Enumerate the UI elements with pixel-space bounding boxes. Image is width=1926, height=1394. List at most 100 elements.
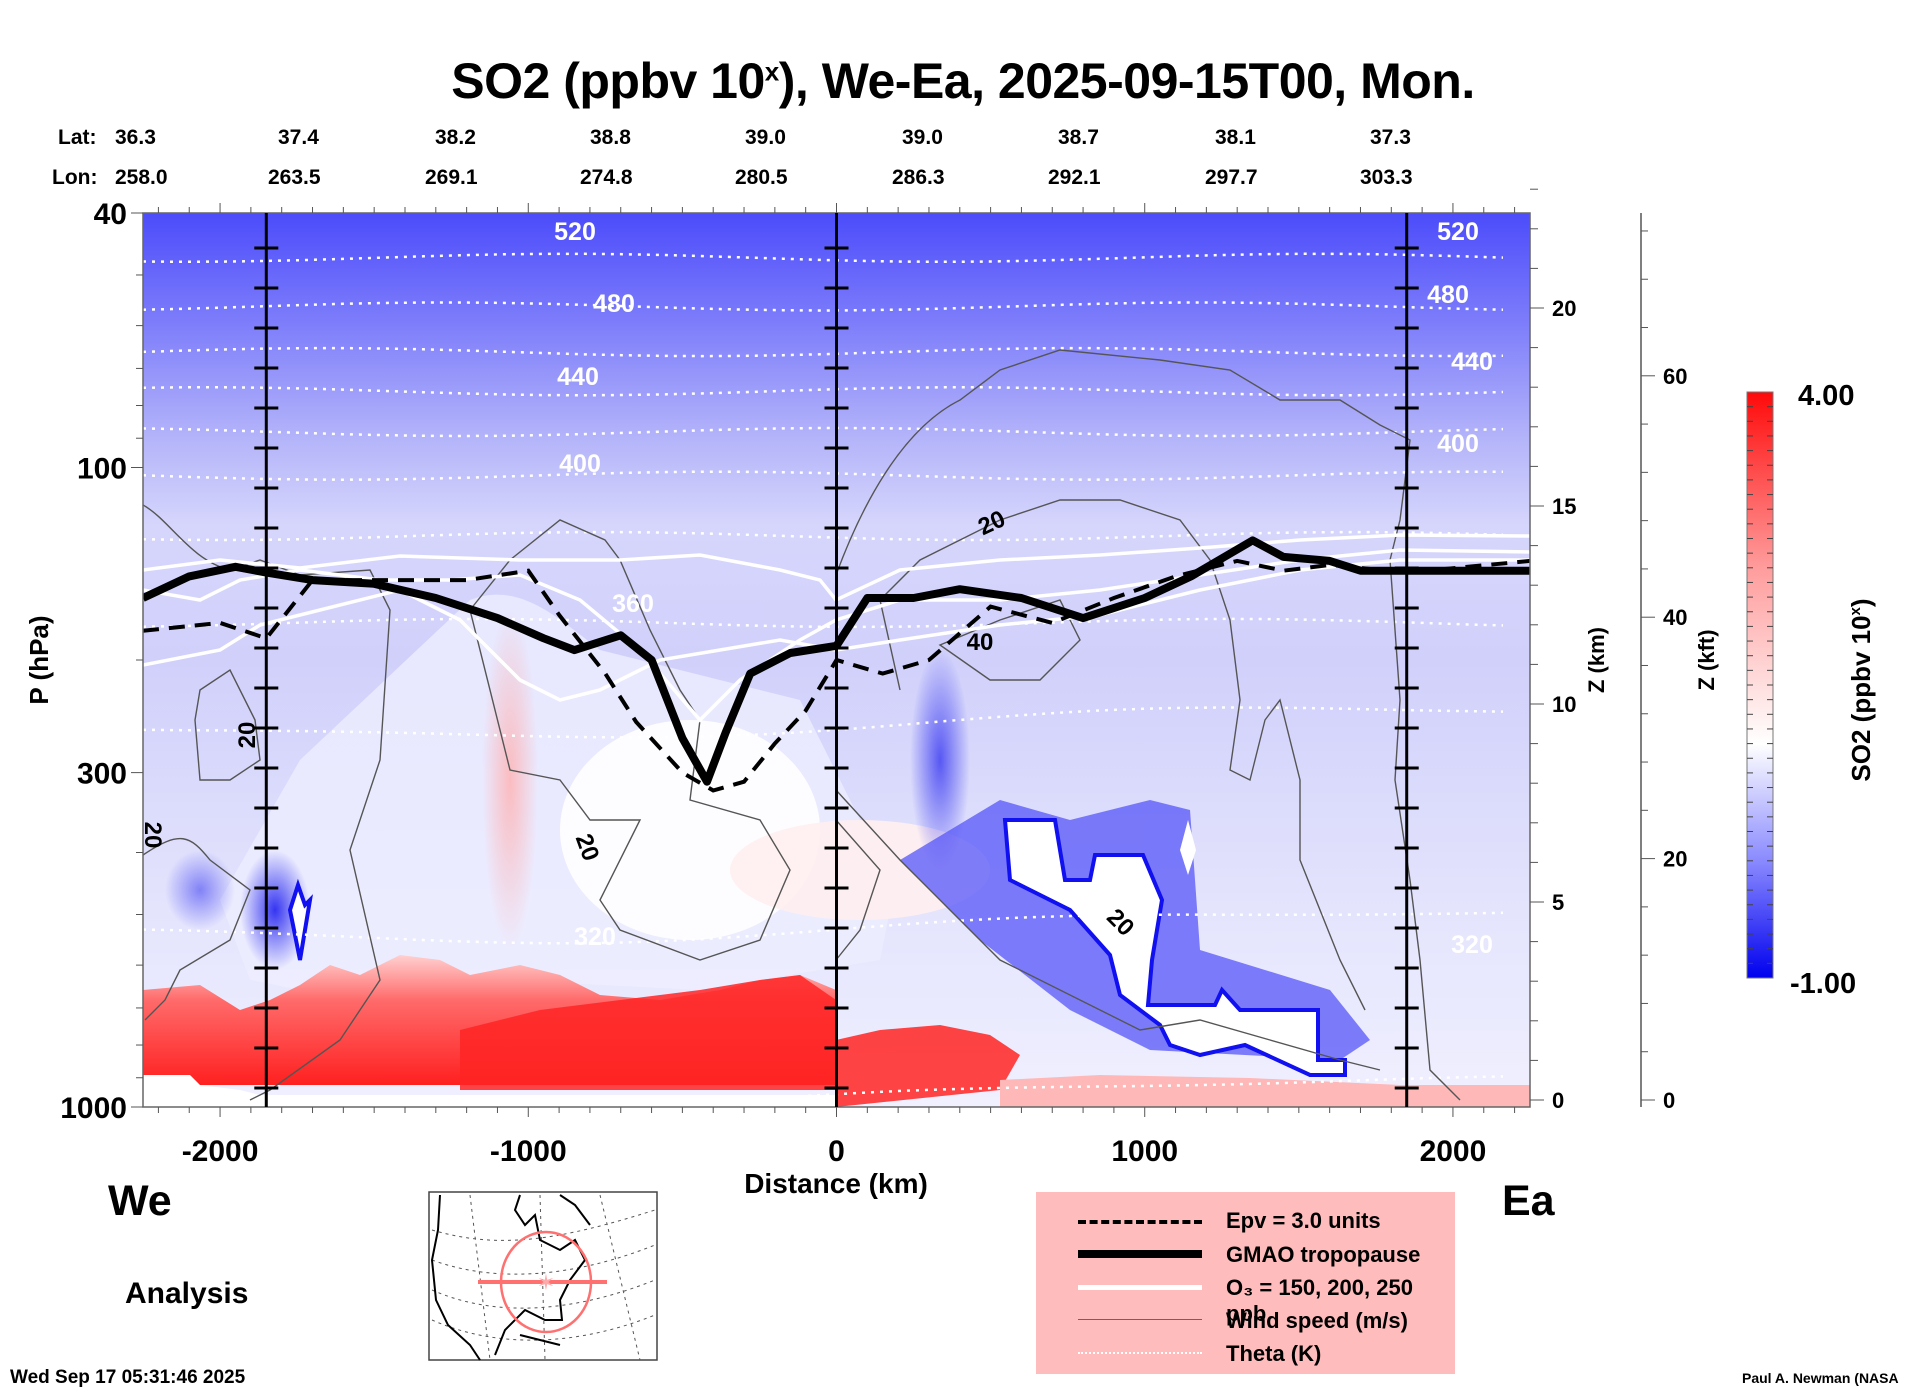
wind-contour (835, 349, 1461, 1101)
epv-line (143, 558, 1530, 793)
theta-line (143, 346, 1504, 358)
x-tick-label: -1000 (490, 1135, 567, 1168)
x-tick-label: -2000 (182, 1135, 259, 1168)
z-km-axis-label: Z (km) (1584, 627, 1609, 693)
legend-swatch-ozone (1078, 1285, 1202, 1290)
field-white-hole (287, 878, 313, 961)
wind-contour (879, 499, 1366, 1011)
credit: Paul A. Newman (NASA (1742, 1370, 1899, 1386)
x-axis-ticks: -2000 -1000 0 1000 2000 (157, 203, 1516, 1168)
lat-value: 38.1 (1215, 126, 1256, 149)
chart-title: SO2 (ppbv 10x), We-Ea, 2025-09-15T00, Mo… (451, 53, 1475, 109)
theta-contour-label: 400 (1437, 430, 1479, 458)
location-map: ✶ (428, 1191, 658, 1361)
lat-value: 38.2 (435, 126, 476, 149)
theta-contour-label: 400 (559, 450, 601, 478)
field-blue-column (165, 850, 235, 930)
theta-line (143, 530, 1504, 542)
theta-contour-label: 520 (554, 218, 596, 246)
lon-value: 258.0 (115, 166, 168, 189)
z-kft-tick-label: 60 (1663, 364, 1687, 389)
tropopause-line (143, 536, 1530, 786)
theta-line (143, 252, 1504, 264)
colorbar-max-label: 4.00 (1798, 380, 1854, 412)
y-axis-ticks: 40 100 300 1000 (60, 198, 143, 1125)
z-kft-tick-label: 40 (1663, 605, 1687, 630)
z-km-tick-label: 20 (1552, 296, 1576, 321)
legend-label: Theta (K) (1226, 1341, 1322, 1366)
lon-value: 303.3 (1360, 166, 1413, 189)
colorbar-title: SO2 (ppbv 10x) (1846, 598, 1876, 781)
legend-swatch-epv (1078, 1220, 1202, 1224)
wind-contour (143, 838, 251, 1021)
lon-value: 274.8 (580, 166, 633, 189)
lat-label: Lat: (58, 126, 97, 149)
z-km-tick-label: 5 (1552, 890, 1564, 915)
theta-line (143, 470, 1504, 481)
y-tick-label: 300 (77, 758, 127, 791)
wind-contour (938, 599, 1081, 681)
ozone-contour (143, 558, 1530, 702)
theta-contour-label: 480 (1427, 281, 1469, 309)
legend-label: Wind speed (m/s) (1226, 1308, 1408, 1333)
theta-contour-label: 320 (574, 923, 616, 951)
legend-swatch-theta (1078, 1352, 1202, 1354)
theta-contour-label: 480 (593, 290, 635, 318)
field-red-band-east (836, 1025, 1020, 1107)
theta-line (143, 426, 1504, 438)
field-white-hole (1002, 818, 1347, 1077)
theta-contour-label: 440 (557, 363, 599, 391)
lat-value: 37.3 (1370, 126, 1411, 149)
field-pink-surface-east (1000, 1075, 1530, 1107)
colorbar-min-label: -1.00 (1790, 968, 1856, 1000)
wind-contour (835, 819, 881, 961)
z-kft-axis: 0 20 40 60 (1640, 213, 1687, 1113)
theta-line (143, 1075, 1504, 1107)
field-blue-column (240, 850, 310, 970)
legend-label: Epv = 3.0 units (1226, 1208, 1381, 1233)
lat-value: 39.0 (902, 126, 943, 149)
field-white-hole (1180, 820, 1196, 875)
lon-value: 263.5 (268, 166, 321, 189)
z-km-tick-label: 10 (1552, 692, 1576, 717)
y-tick-label: 40 (94, 198, 127, 231)
z-km-tick-label: 15 (1552, 494, 1576, 519)
section-markers (254, 213, 1419, 1107)
y-tick-label: 100 (77, 452, 127, 485)
wind-contour (835, 789, 1381, 1071)
timestamp: Wed Sep 17 05:31:46 2025 (10, 1367, 246, 1388)
theta-line (143, 617, 1504, 629)
map-coastlines (430, 1194, 591, 1361)
field-blue-column (910, 650, 970, 870)
lon-value: 292.1 (1048, 166, 1101, 189)
wind-contour-label: 40 (967, 629, 994, 656)
legend-label: GMAO tropopause (1226, 1242, 1421, 1267)
lon-label: Lon: (52, 166, 98, 189)
lat-value: 39.0 (745, 126, 786, 149)
map-center-star: ✶ (537, 1270, 555, 1295)
lat-value: 37.4 (278, 126, 319, 149)
y-axis-label: P (hPa) (24, 615, 54, 704)
lat-value: 36.3 (115, 126, 156, 149)
theta-line (143, 301, 1504, 312)
east-label: Ea (1502, 1177, 1555, 1225)
theta-contour-label: 440 (1451, 348, 1493, 376)
mode-label: Analysis (125, 1277, 249, 1310)
wind-contour (469, 519, 791, 961)
wind-contour (194, 668, 261, 781)
z-km-tick-label: 0 (1552, 1088, 1564, 1113)
lon-value: 269.1 (425, 166, 478, 189)
west-label: We (108, 1177, 172, 1225)
y-tick-label: 1000 (60, 1092, 127, 1125)
theta-contours (143, 252, 1504, 1107)
x-tick-label: 2000 (1420, 1135, 1487, 1168)
field-white-surface (143, 1075, 836, 1107)
legend-label: O₃ = 150, 200, 250 ppb (1226, 1275, 1413, 1326)
theta-contour-label: 360 (612, 590, 654, 618)
lat-value: 38.8 (590, 126, 631, 149)
theta-line (143, 386, 1504, 397)
theta-line (143, 706, 1504, 739)
x-tick-label: 1000 (1111, 1135, 1178, 1168)
theta-contour-label: 520 (1437, 218, 1479, 246)
